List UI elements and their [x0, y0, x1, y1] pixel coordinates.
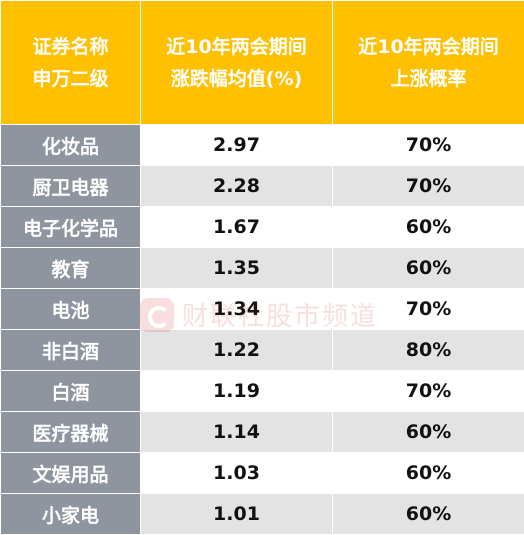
avg-change-value: 1.03	[141, 453, 333, 494]
header-line: 申万二级	[1, 63, 140, 95]
header-line: 近10年两会期间	[141, 31, 332, 63]
rise-probability-value: 80%	[333, 330, 524, 371]
avg-change-value: 1.67	[141, 207, 333, 248]
table-row: 白酒 1.19 70%	[1, 371, 524, 412]
avg-change-value: 1.01	[141, 494, 333, 535]
table-row: 医疗器械 1.14 60%	[1, 412, 524, 453]
header-rise-probability: 近10年两会期间 上涨概率	[333, 1, 524, 125]
avg-change-value: 1.22	[141, 330, 333, 371]
avg-change-value: 1.34	[141, 289, 333, 330]
rise-probability-value: 60%	[333, 412, 524, 453]
avg-change-value: 1.19	[141, 371, 333, 412]
table-row: 电子化学品 1.67 60%	[1, 207, 524, 248]
table-row: 文娱用品 1.03 60%	[1, 453, 524, 494]
industry-name: 教育	[1, 248, 141, 289]
avg-change-value: 1.35	[141, 248, 333, 289]
rise-probability-value: 60%	[333, 248, 524, 289]
industry-name: 化妆品	[1, 125, 141, 166]
rise-probability-value: 70%	[333, 371, 524, 412]
header-line: 证券名称	[1, 31, 140, 63]
industry-name: 电池	[1, 289, 141, 330]
avg-change-value: 1.14	[141, 412, 333, 453]
rise-probability-value: 70%	[333, 166, 524, 207]
table-row: 化妆品 2.97 70%	[1, 125, 524, 166]
industry-name: 医疗器械	[1, 412, 141, 453]
industry-name: 文娱用品	[1, 453, 141, 494]
industry-name: 厨卫电器	[1, 166, 141, 207]
header-row: 证券名称 申万二级 近10年两会期间 涨跌幅均值(%) 近10年两会期间 上涨概…	[1, 1, 524, 125]
avg-change-value: 2.28	[141, 166, 333, 207]
header-security-name: 证券名称 申万二级	[1, 1, 141, 125]
table-row: 电池 1.34 70%	[1, 289, 524, 330]
header-line: 涨跌幅均值(%)	[141, 63, 332, 95]
table-row: 非白酒 1.22 80%	[1, 330, 524, 371]
header-line: 近10年两会期间	[333, 31, 524, 63]
industry-name: 小家电	[1, 494, 141, 535]
table-row: 小家电 1.01 60%	[1, 494, 524, 535]
table-row: 厨卫电器 2.28 70%	[1, 166, 524, 207]
rise-probability-value: 60%	[333, 453, 524, 494]
header-line: 上涨概率	[333, 63, 524, 95]
industry-name: 非白酒	[1, 330, 141, 371]
rise-probability-value: 60%	[333, 494, 524, 535]
rise-probability-value: 70%	[333, 289, 524, 330]
industry-name: 电子化学品	[1, 207, 141, 248]
avg-change-value: 2.97	[141, 125, 333, 166]
table-row: 教育 1.35 60%	[1, 248, 524, 289]
rise-probability-value: 60%	[333, 207, 524, 248]
header-avg-change: 近10年两会期间 涨跌幅均值(%)	[141, 1, 333, 125]
industry-name: 白酒	[1, 371, 141, 412]
rise-probability-value: 70%	[333, 125, 524, 166]
